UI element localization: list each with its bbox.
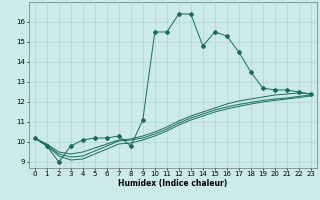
X-axis label: Humidex (Indice chaleur): Humidex (Indice chaleur) [118, 179, 228, 188]
